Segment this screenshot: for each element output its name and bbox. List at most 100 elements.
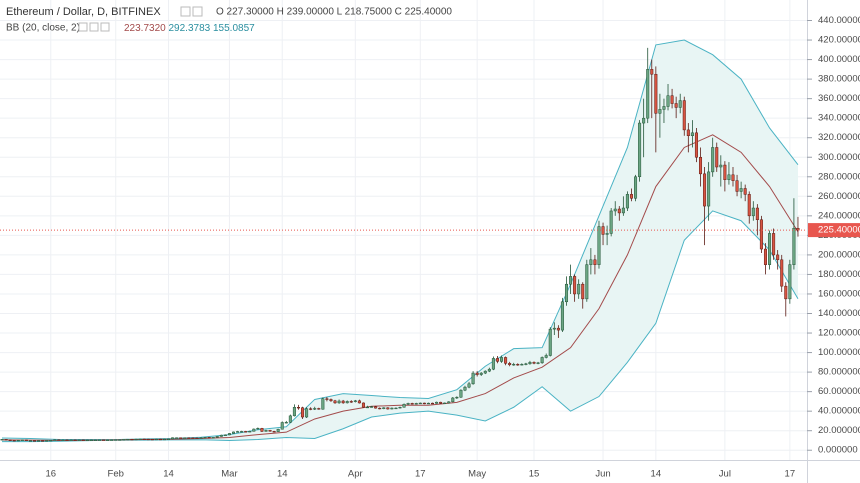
candle-body [646, 69, 650, 119]
candle-body [61, 439, 65, 441]
x-tick-label: 14 [651, 469, 662, 480]
candle-body [138, 438, 142, 441]
icon[interactable] [78, 22, 88, 32]
candle-body [703, 173, 707, 207]
candle-body [41, 440, 45, 442]
y-tick-label: 100.000000 [818, 347, 860, 358]
band-fill [2, 40, 798, 442]
candle-body [670, 95, 674, 104]
candle-body [422, 402, 426, 405]
candle-body [171, 437, 175, 440]
candle-body [447, 401, 451, 404]
candle-body [333, 400, 337, 404]
candle-body [276, 428, 280, 432]
candle-body [16, 439, 20, 442]
candle-body [613, 208, 617, 212]
candle-body [366, 406, 370, 409]
x-tick-label: Feb [108, 469, 124, 480]
candle-body [102, 439, 106, 441]
y-tick-label: 380.000000 [818, 74, 860, 85]
candle-body [361, 402, 365, 408]
candle-body [564, 283, 569, 303]
candle-body [621, 207, 625, 214]
y-tick-label: 40.000000 [818, 406, 860, 417]
candle-body [577, 283, 581, 295]
icon[interactable] [180, 6, 191, 17]
candle-body [264, 430, 268, 432]
candle-body [772, 233, 776, 256]
candle-body [443, 402, 447, 405]
candle-body [45, 440, 49, 442]
candle-body [345, 401, 349, 404]
candle-body [199, 437, 203, 439]
candle-body [28, 440, 32, 442]
candle-body [33, 440, 37, 442]
candle-body [784, 285, 788, 300]
indicator-value: 223.7320 [124, 23, 166, 34]
candle-body [508, 363, 512, 366]
candle-body [219, 434, 223, 437]
candle-body [694, 132, 698, 158]
icon[interactable] [192, 6, 203, 17]
candle-body [296, 407, 300, 409]
candle-body [475, 372, 479, 375]
candle-body [439, 401, 443, 404]
x-tick-label: Jun [595, 469, 610, 480]
candle-body [743, 188, 747, 195]
candle-body [593, 259, 597, 265]
candle-body [780, 259, 784, 287]
candle-body [512, 364, 516, 366]
candle-body [195, 437, 199, 439]
candle-body [77, 439, 81, 441]
candle-body [707, 171, 711, 207]
candle-body [244, 431, 248, 433]
y-tick-label: 320.000000 [818, 132, 860, 143]
candle-body [122, 439, 126, 441]
x-tick-label: 16 [45, 469, 56, 480]
candle-body [280, 422, 284, 430]
candle-body [666, 95, 670, 107]
candle-body [65, 439, 69, 441]
candle-body [597, 226, 601, 265]
candle-body [175, 437, 179, 439]
candle-body [686, 129, 690, 137]
candle-body [301, 407, 305, 418]
candle-body [162, 438, 166, 441]
candle-body [394, 407, 398, 410]
indicator-value: 292.3783 [169, 23, 211, 34]
candle-body [544, 355, 548, 358]
candle-body [617, 208, 621, 214]
y-tick-label: 160.000000 [818, 288, 860, 299]
y-tick-label: 120.000000 [818, 328, 860, 339]
candle-body [382, 407, 386, 409]
candle-body [8, 439, 12, 442]
candle-body [638, 122, 642, 178]
candle-body [674, 103, 678, 108]
x-tick-label: 17 [415, 469, 426, 480]
candle-body [309, 408, 313, 410]
candle-body [97, 439, 102, 441]
candle-body [231, 431, 236, 434]
candle-body [723, 164, 727, 180]
candle-body [788, 264, 792, 300]
icon[interactable] [89, 22, 99, 32]
candle-body [763, 248, 767, 265]
candle-body [585, 264, 589, 300]
candle-body [500, 357, 504, 362]
candle-body [187, 437, 191, 439]
candle-body [605, 233, 609, 235]
indicator-values: 223.7320 292.3783 155.0857 [124, 23, 255, 34]
candle-body [284, 422, 288, 424]
candle-body [398, 407, 402, 409]
candle-body [776, 254, 780, 261]
x-tick-label: Jul [719, 469, 731, 480]
y-tick-label: 60.000000 [818, 386, 860, 397]
candle-body [370, 406, 374, 408]
candle-body [114, 439, 118, 441]
icon[interactable] [100, 22, 110, 32]
candle-body [288, 415, 292, 423]
candle-body [183, 437, 187, 439]
candle-body [313, 408, 317, 410]
candle-body [731, 174, 735, 181]
candle-body [727, 174, 731, 180]
